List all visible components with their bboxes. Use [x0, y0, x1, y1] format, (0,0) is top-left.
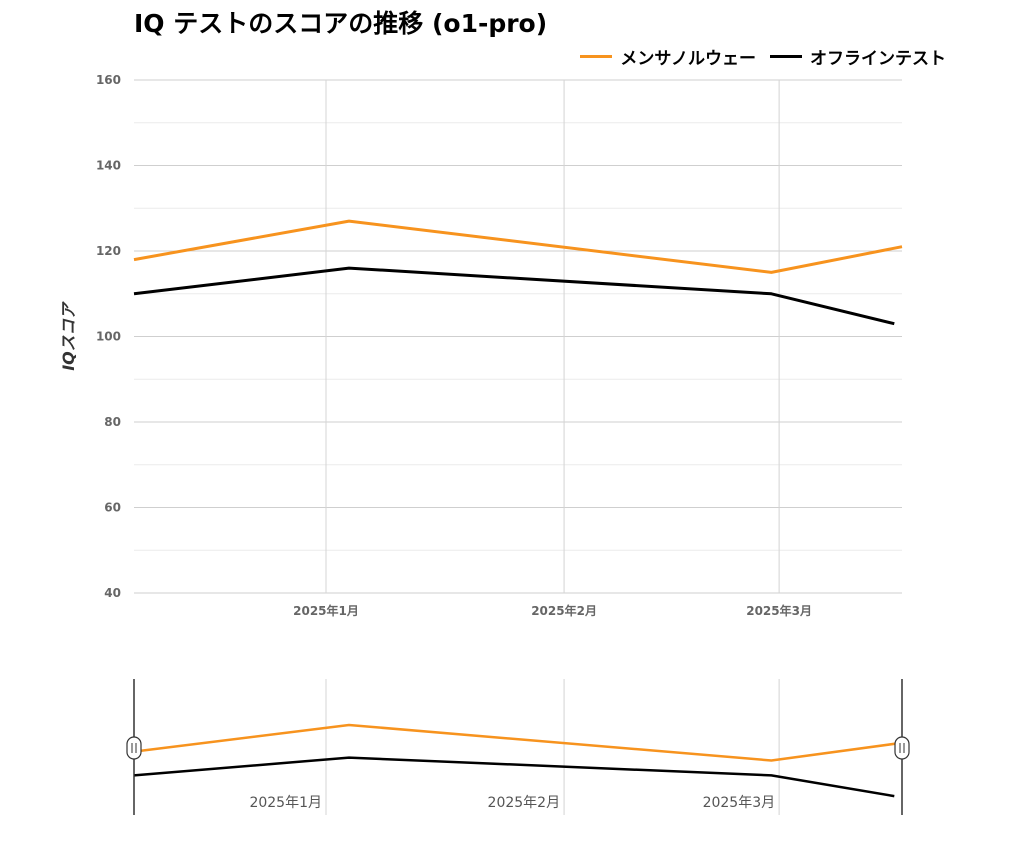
- y-tick-label: 60: [104, 501, 121, 515]
- legend-swatch-mensa: [580, 55, 613, 58]
- plot-grid: [134, 79, 902, 594]
- navigator-grid: [325, 679, 780, 815]
- navigator-lines: [133, 723, 903, 798]
- x-tick-label: 2025年3月: [746, 603, 812, 618]
- navigator-handle-left[interactable]: [126, 679, 142, 815]
- chart-title: IQ テストのスコアの推移 (o1-pro): [134, 9, 548, 38]
- legend-label-offline: オフラインテスト: [810, 49, 946, 69]
- navigator-handles: [126, 679, 910, 815]
- legend-item-offline[interactable]: オフラインテスト: [770, 44, 946, 69]
- y-tick-label: 100: [96, 330, 121, 344]
- x-tick-label: 2025年1月: [293, 603, 359, 618]
- legend[interactable]: メンサノルウェー オフラインテスト: [580, 44, 946, 69]
- navigator-x-tick-label: 2025年3月: [703, 795, 776, 811]
- navigator-line-offline: [133, 756, 895, 798]
- navigator-x-tick-label: 2025年1月: [249, 795, 322, 811]
- navigator-handle-right[interactable]: [894, 679, 910, 815]
- y-axis-label: IQスコア: [59, 300, 78, 371]
- series-line-offline[interactable]: [133, 266, 895, 326]
- legend-label-mensa: メンサノルウェー: [620, 49, 756, 69]
- x-tick-label: 2025年2月: [531, 603, 597, 618]
- plot-ticks: 40 60 80 100 120 140 160 2025年1月 2025年2月 2025年3月: [96, 73, 812, 618]
- y-tick-label: 140: [96, 159, 121, 173]
- legend-swatch-offline: [770, 55, 802, 58]
- y-tick-label: 160: [96, 73, 121, 87]
- navigator-ticks: 2025年1月 2025年2月 2025年3月: [249, 795, 775, 811]
- series-line-mensa[interactable]: [133, 219, 903, 274]
- y-tick-label: 80: [104, 415, 121, 429]
- legend-item-mensa[interactable]: メンサノルウェー: [580, 44, 756, 69]
- plot-lines: [133, 219, 903, 326]
- y-tick-label: 120: [96, 244, 121, 258]
- navigator-line-mensa: [133, 723, 903, 762]
- navigator-x-tick-label: 2025年2月: [488, 795, 561, 811]
- y-tick-label: 40: [104, 586, 121, 600]
